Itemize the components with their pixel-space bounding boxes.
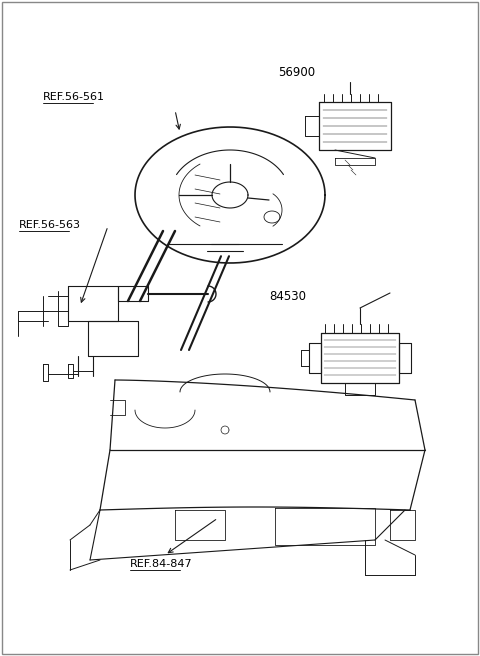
Text: REF.56-561: REF.56-561: [43, 92, 105, 102]
Text: REF.56-563: REF.56-563: [19, 220, 81, 230]
Text: 84530: 84530: [269, 290, 306, 303]
Text: REF.84-847: REF.84-847: [130, 560, 192, 569]
Text: 56900: 56900: [278, 66, 315, 79]
